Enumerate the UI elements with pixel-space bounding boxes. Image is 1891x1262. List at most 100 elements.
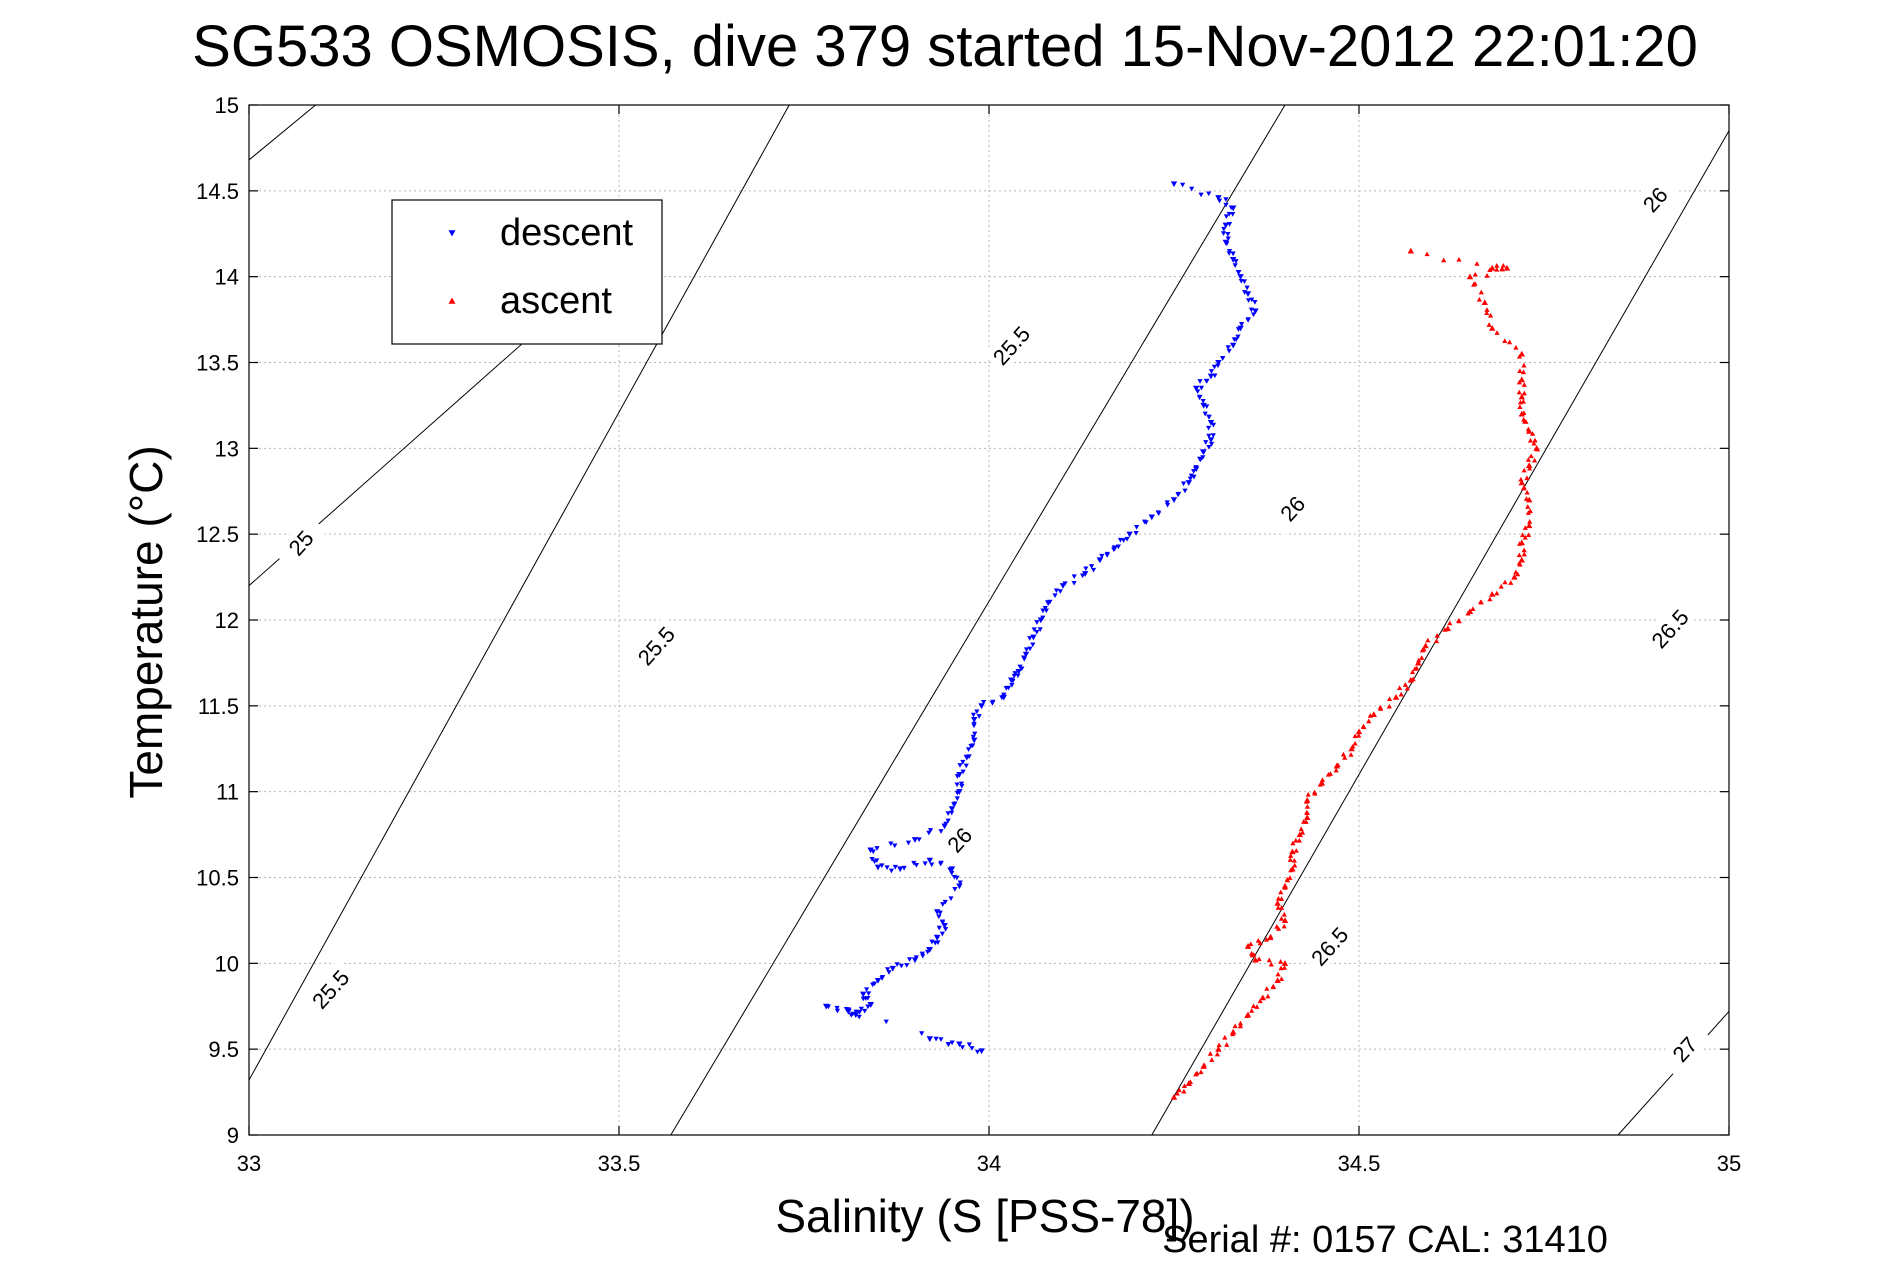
descent-point (1096, 557, 1104, 564)
contour-label-background (931, 811, 986, 868)
ascent-point (1503, 264, 1511, 271)
descent-point (1124, 536, 1130, 542)
ascent-point (1386, 703, 1392, 709)
ascent-point (1392, 694, 1400, 700)
descent-point (905, 840, 912, 846)
descent-point (1193, 385, 1200, 392)
descent-point (865, 995, 871, 1001)
descent-point (1210, 422, 1217, 428)
descent-point (1198, 385, 1205, 391)
descent-point (1052, 593, 1058, 599)
descent-point (945, 818, 951, 824)
y-tick-label: 12 (215, 608, 239, 633)
descent-point (1175, 492, 1181, 498)
descent-point (1226, 348, 1232, 354)
descent-point (1009, 682, 1015, 688)
descent-point (922, 861, 928, 867)
ascent-point (1489, 591, 1496, 597)
descent-point (1104, 553, 1110, 558)
legend-box (391, 199, 663, 345)
ascent-point (1487, 596, 1493, 602)
ascent-point (1340, 751, 1347, 757)
descent-point (1245, 318, 1251, 323)
descent-point (978, 703, 985, 710)
descent-point (1031, 627, 1037, 633)
descent-point (926, 947, 932, 953)
descent-point (957, 763, 963, 768)
descent-point (1023, 647, 1030, 653)
descent-point (935, 940, 941, 946)
ascent-point (1366, 718, 1372, 724)
descent-point (1133, 531, 1139, 536)
descent-point (1053, 588, 1060, 594)
ascent-point (1531, 440, 1537, 446)
descent-point (927, 828, 934, 833)
contour-label-background (1656, 1020, 1711, 1077)
descent-point (911, 860, 917, 866)
ascent-point (1530, 431, 1536, 436)
ascent-point (1319, 777, 1326, 782)
descent-point (954, 782, 960, 788)
descent-point (1233, 259, 1239, 264)
descent-point (1225, 236, 1231, 242)
descent-point (954, 875, 960, 881)
descent-point (1170, 497, 1178, 504)
descent-point (906, 957, 913, 962)
descent-point (1207, 373, 1215, 380)
descent-point (1155, 510, 1161, 516)
ascent-point (1301, 819, 1307, 824)
descent-point (1226, 251, 1232, 256)
descent-point (926, 857, 933, 864)
descent-point (938, 1037, 944, 1042)
descent-point (1211, 364, 1218, 370)
grid-lines (249, 105, 1729, 1135)
ascent-point (1402, 682, 1408, 687)
ascent-point (1498, 583, 1504, 589)
contour-label-background (628, 617, 683, 674)
y-tick-label: 9 (227, 1123, 239, 1148)
ascent-point (1526, 496, 1533, 503)
ascent-point (1284, 877, 1290, 882)
y-tick-label: 14.5 (196, 179, 239, 204)
ascent-point (1518, 479, 1525, 486)
ascent-point (1521, 390, 1527, 396)
descent-point (1090, 567, 1097, 573)
ascent-point (1292, 862, 1298, 868)
x-tick-label: 34 (977, 1151, 1001, 1176)
descent-point (1027, 636, 1033, 641)
ascent-point (1275, 971, 1281, 977)
descent-point (968, 743, 974, 749)
ascent-point (1518, 556, 1525, 563)
descent-point (929, 939, 935, 945)
descent-point (1209, 441, 1215, 447)
contour-label-background (1641, 599, 1697, 656)
descent-point (1200, 398, 1206, 404)
ascent-point (1289, 848, 1296, 855)
descent-point (1057, 589, 1063, 594)
descent-point (1197, 456, 1203, 462)
ascent-point (1278, 959, 1284, 964)
ascent-point (1352, 733, 1358, 739)
ascent-point (1275, 905, 1281, 910)
ascent-point (1281, 917, 1289, 923)
descent-point (1197, 379, 1203, 384)
descent-point (1170, 181, 1178, 188)
ascent-point (1287, 857, 1293, 862)
ascent-point (1494, 263, 1500, 268)
y-tick-label: 11.5 (198, 694, 239, 719)
ascent-point (1259, 994, 1266, 1001)
ascent-point (1521, 416, 1527, 422)
ascent-point (1499, 266, 1505, 272)
descent-point (1203, 378, 1209, 384)
descent-point (894, 962, 900, 967)
descent-point (948, 806, 956, 813)
ascent-point (1508, 580, 1514, 585)
ascent-point (1527, 508, 1533, 514)
descent-point (959, 783, 965, 789)
descent-point (916, 837, 922, 843)
descent-point (945, 1041, 951, 1047)
descent-point (971, 737, 978, 744)
descent-point (966, 754, 972, 759)
descent-point (1206, 191, 1212, 197)
x-tick-label: 35 (1717, 1151, 1741, 1176)
